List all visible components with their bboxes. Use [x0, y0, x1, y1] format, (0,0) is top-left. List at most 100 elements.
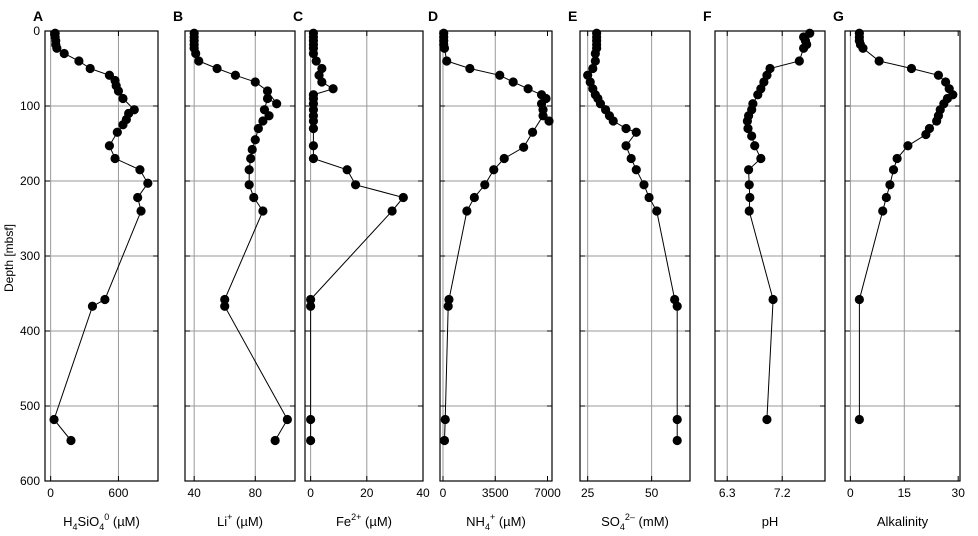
y-tick-label: 600 [20, 474, 40, 488]
data-point [59, 48, 69, 59]
data-point [49, 414, 59, 425]
data-point [854, 294, 864, 305]
data-point [262, 93, 273, 104]
data-point [469, 192, 479, 203]
y-tick-label: 300 [20, 249, 40, 263]
data-point [608, 116, 618, 126]
data-point [442, 56, 452, 66]
data-point [143, 178, 153, 188]
data-point [744, 180, 754, 190]
data-point [874, 56, 884, 66]
data-point [444, 294, 454, 305]
data-point [118, 93, 128, 104]
x-axis-label: H4SiO40 (µM) [63, 512, 140, 532]
data-point [308, 141, 319, 151]
data-point [342, 165, 352, 175]
data-point [881, 192, 891, 203]
data-point [499, 153, 509, 164]
series-line [858, 33, 954, 420]
data-point [308, 48, 319, 59]
y-tick-label: 500 [20, 399, 40, 413]
data-point [538, 111, 548, 121]
panel-a: 0 600 A H4SiO40 (µM) [33, 8, 159, 532]
data-point [933, 70, 944, 80]
data-point [527, 127, 538, 137]
panel-letter: D [428, 8, 438, 24]
x-axis-label: Li+ (µM) [217, 512, 263, 529]
data-point [87, 301, 98, 311]
data-point [387, 206, 397, 216]
data-point [794, 56, 804, 66]
data-point [113, 86, 124, 96]
data-point [439, 43, 450, 53]
x-tick-label: 30 [952, 486, 966, 500]
data-point [854, 414, 864, 425]
data-point [282, 414, 292, 425]
x-tick-label: 40 [187, 486, 201, 500]
data-point [523, 84, 533, 94]
x-axis-label: SO42– (mM) [601, 512, 669, 532]
data-point [317, 77, 327, 87]
data-point [762, 414, 772, 425]
x-tick-label: 0 [847, 486, 854, 500]
data-point [544, 116, 554, 126]
data-point [626, 153, 636, 164]
data-point [519, 142, 529, 152]
x-tick-label: 15 [898, 486, 912, 500]
data-point [110, 153, 120, 164]
data-point [212, 63, 222, 74]
data-point [878, 206, 888, 216]
y-tick-label: 200 [20, 174, 40, 188]
data-point [306, 294, 316, 305]
data-point [465, 63, 475, 74]
data-point [799, 43, 809, 53]
x-tick-label: 80 [249, 486, 263, 500]
data-point [508, 77, 518, 87]
data-point [744, 165, 754, 175]
data-point [66, 435, 76, 446]
data-point [743, 123, 753, 134]
data-point [135, 165, 145, 175]
x-tick-label: 0 [440, 486, 447, 500]
data-point [398, 192, 408, 203]
data-point [350, 180, 361, 190]
data-point [270, 435, 280, 446]
data-point [220, 294, 230, 305]
data-point [52, 43, 62, 53]
x-tick-label: 3500 [482, 486, 509, 500]
data-point [644, 192, 654, 203]
data-point [230, 70, 241, 80]
series-line [443, 33, 550, 441]
x-tick-label: 7000 [534, 486, 561, 500]
panel-letter: A [33, 8, 43, 24]
data-point [906, 63, 917, 74]
panel-g: 0 15 30 G Alkalinity [833, 8, 965, 529]
data-point [253, 123, 263, 134]
panel-f: 6.3 7.2 FpH [703, 8, 826, 529]
data-point [74, 56, 84, 66]
data-point [756, 153, 766, 164]
data-point [194, 56, 204, 66]
data-point [250, 135, 260, 145]
data-point [672, 414, 682, 425]
data-point [768, 294, 778, 305]
data-point [311, 56, 321, 66]
data-point [747, 131, 757, 141]
data-point [672, 435, 682, 446]
x-tick-label: 20 [360, 486, 374, 500]
data-point [462, 206, 472, 216]
x-axis-label: Fe2+ (µM) [336, 512, 392, 529]
x-axis-label: pH [762, 514, 779, 529]
series-line [193, 33, 288, 441]
data-point [744, 206, 754, 216]
data-point [328, 84, 338, 94]
x-tick-label: 50 [645, 486, 659, 500]
x-tick-label: 25 [581, 486, 595, 500]
data-point [306, 435, 316, 446]
y-tick-label: 0 [33, 24, 40, 38]
panel-letter: F [703, 8, 712, 24]
data-point [858, 43, 868, 53]
data-point [941, 77, 951, 87]
